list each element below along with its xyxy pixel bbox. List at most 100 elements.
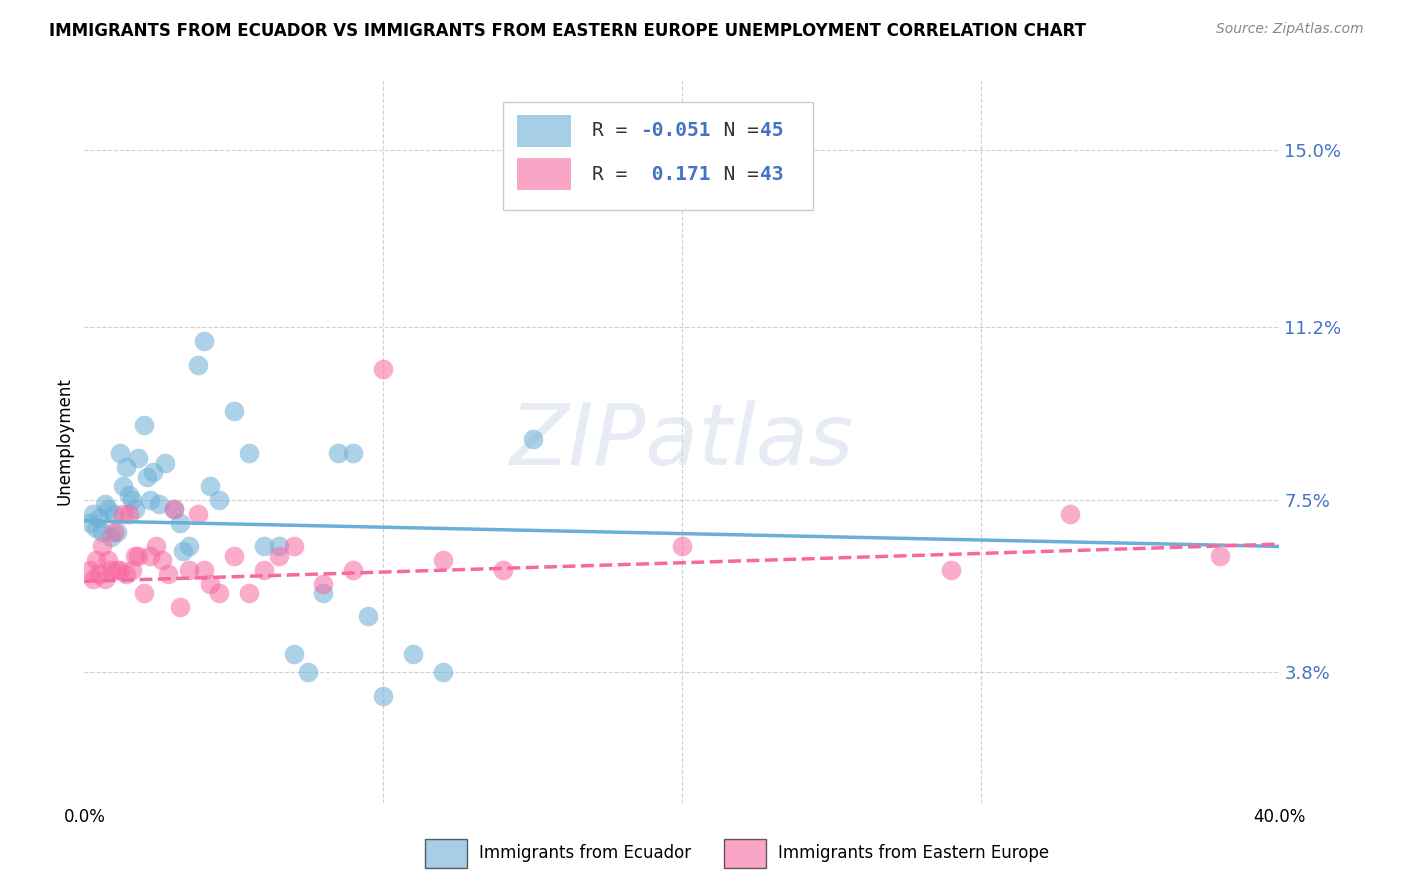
Point bbox=[193, 563, 215, 577]
Point bbox=[939, 563, 962, 577]
Point bbox=[115, 460, 138, 475]
Point bbox=[432, 553, 454, 567]
FancyBboxPatch shape bbox=[425, 838, 467, 868]
Point bbox=[312, 576, 335, 591]
Point bbox=[121, 492, 143, 507]
Point bbox=[1209, 549, 1232, 563]
Point bbox=[193, 334, 215, 349]
Point bbox=[86, 521, 108, 535]
Point bbox=[267, 549, 290, 563]
Point bbox=[79, 563, 101, 577]
Point bbox=[153, 456, 176, 470]
Point bbox=[82, 572, 104, 586]
Point bbox=[124, 502, 146, 516]
Point bbox=[105, 563, 128, 577]
Point bbox=[82, 507, 104, 521]
Point bbox=[238, 586, 260, 600]
Point bbox=[142, 465, 165, 479]
Point bbox=[100, 530, 122, 544]
Point bbox=[177, 540, 200, 554]
Text: R =: R = bbox=[592, 121, 640, 140]
Point bbox=[283, 647, 305, 661]
Point bbox=[312, 586, 335, 600]
Point bbox=[94, 498, 117, 512]
Point bbox=[112, 479, 135, 493]
Point bbox=[94, 572, 117, 586]
Point bbox=[432, 665, 454, 680]
Point bbox=[169, 600, 191, 615]
Point bbox=[124, 549, 146, 563]
Point bbox=[238, 446, 260, 460]
Point bbox=[169, 516, 191, 530]
Point bbox=[222, 404, 245, 418]
Point bbox=[103, 507, 125, 521]
Point bbox=[253, 563, 276, 577]
Point bbox=[100, 563, 122, 577]
Text: Source: ZipAtlas.com: Source: ZipAtlas.com bbox=[1216, 22, 1364, 37]
Point bbox=[157, 567, 180, 582]
Point bbox=[139, 549, 162, 563]
Point bbox=[103, 525, 125, 540]
Point bbox=[132, 586, 156, 600]
Point bbox=[198, 479, 221, 493]
Point bbox=[127, 450, 149, 465]
FancyBboxPatch shape bbox=[517, 158, 571, 191]
Point bbox=[121, 563, 143, 577]
Point bbox=[163, 502, 186, 516]
FancyBboxPatch shape bbox=[503, 102, 814, 211]
Point bbox=[163, 502, 186, 516]
Point bbox=[132, 418, 156, 433]
Point bbox=[208, 586, 231, 600]
Point bbox=[97, 553, 120, 567]
FancyBboxPatch shape bbox=[724, 838, 766, 868]
Point bbox=[110, 446, 132, 460]
Point bbox=[342, 563, 364, 577]
Text: N =: N = bbox=[700, 165, 770, 184]
Point bbox=[187, 507, 209, 521]
Text: -0.051: -0.051 bbox=[640, 121, 710, 140]
Point bbox=[198, 576, 221, 591]
Point bbox=[89, 567, 111, 582]
Y-axis label: Unemployment: Unemployment bbox=[55, 377, 73, 506]
Point bbox=[118, 488, 141, 502]
Text: 43: 43 bbox=[759, 165, 783, 184]
Point bbox=[148, 498, 170, 512]
Point bbox=[373, 362, 395, 376]
Text: R =: R = bbox=[592, 165, 651, 184]
Point bbox=[105, 525, 128, 540]
Point bbox=[115, 567, 138, 582]
Point bbox=[522, 432, 544, 446]
Point bbox=[492, 563, 515, 577]
Point bbox=[1059, 507, 1081, 521]
Point bbox=[328, 446, 350, 460]
Point bbox=[86, 553, 108, 567]
Text: Immigrants from Ecuador: Immigrants from Ecuador bbox=[479, 845, 690, 863]
Point bbox=[139, 492, 162, 507]
Point bbox=[253, 540, 276, 554]
Point bbox=[177, 563, 200, 577]
Point bbox=[145, 540, 167, 554]
Point bbox=[172, 544, 194, 558]
Point bbox=[110, 563, 132, 577]
Point bbox=[222, 549, 245, 563]
Point bbox=[136, 469, 159, 483]
Point bbox=[402, 647, 425, 661]
Point bbox=[283, 540, 305, 554]
Point bbox=[89, 511, 111, 525]
Point bbox=[91, 525, 114, 540]
Point bbox=[373, 689, 395, 703]
Point bbox=[91, 540, 114, 554]
Text: IMMIGRANTS FROM ECUADOR VS IMMIGRANTS FROM EASTERN EUROPE UNEMPLOYMENT CORRELATI: IMMIGRANTS FROM ECUADOR VS IMMIGRANTS FR… bbox=[49, 22, 1087, 40]
Point bbox=[342, 446, 364, 460]
Point bbox=[357, 609, 380, 624]
Point bbox=[127, 549, 149, 563]
Text: ZIPatlas: ZIPatlas bbox=[510, 400, 853, 483]
Point bbox=[671, 540, 693, 554]
FancyBboxPatch shape bbox=[517, 114, 571, 147]
Point bbox=[118, 507, 141, 521]
Text: N =: N = bbox=[700, 121, 770, 140]
Text: Immigrants from Eastern Europe: Immigrants from Eastern Europe bbox=[778, 845, 1049, 863]
Point bbox=[150, 553, 173, 567]
Point bbox=[208, 492, 231, 507]
Point bbox=[297, 665, 319, 680]
